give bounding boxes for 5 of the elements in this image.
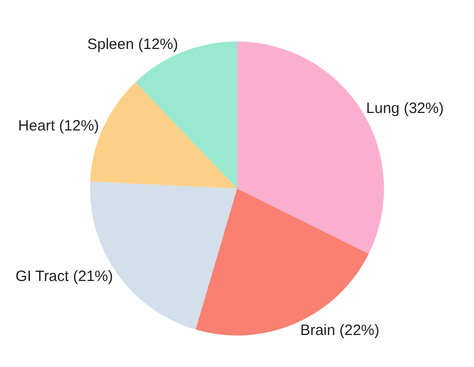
slice-label: GI Tract (21%) xyxy=(15,268,114,286)
slice-label: Lung (32%) xyxy=(366,100,444,118)
slice-label: Heart (12%) xyxy=(18,117,100,134)
slice-label: Brain (22%) xyxy=(300,322,380,339)
slice-label: Spleen (12%) xyxy=(87,36,178,54)
